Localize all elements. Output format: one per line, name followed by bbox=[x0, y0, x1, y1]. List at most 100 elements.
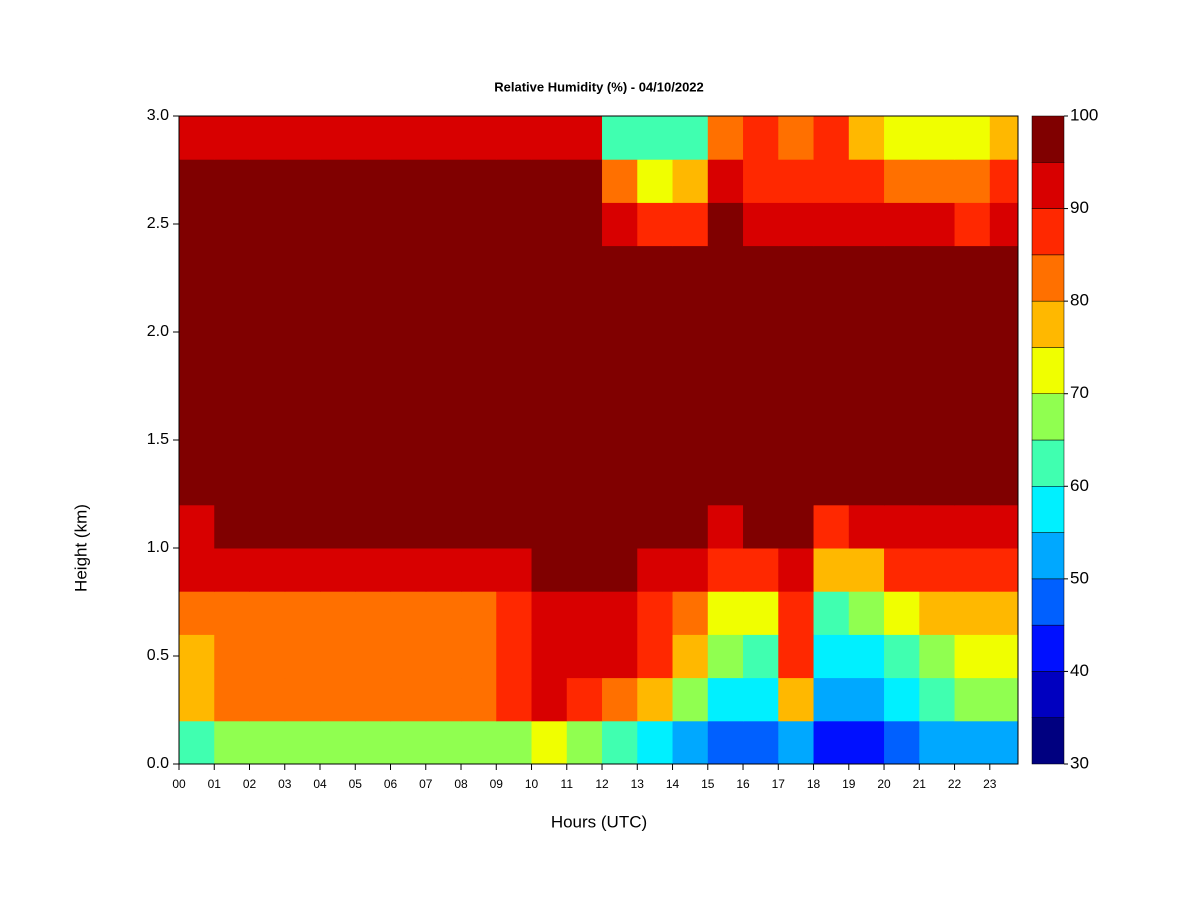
heat-cell bbox=[637, 418, 674, 463]
heat-cell bbox=[566, 288, 603, 333]
heat-cell bbox=[496, 634, 533, 679]
heat-cell bbox=[390, 461, 427, 506]
heat-cell bbox=[284, 375, 321, 419]
heat-cell bbox=[390, 548, 427, 592]
heat-cell bbox=[637, 720, 674, 764]
heat-cell bbox=[425, 677, 462, 722]
heat-cell bbox=[249, 332, 286, 376]
heat-cell bbox=[848, 116, 885, 160]
heat-cell bbox=[284, 245, 321, 290]
heat-cell bbox=[355, 591, 392, 635]
heat-cell bbox=[813, 375, 850, 419]
heat-cell bbox=[425, 591, 462, 635]
heat-cell bbox=[320, 332, 356, 376]
heat-cell bbox=[602, 720, 638, 764]
x-tick-label: 22 bbox=[948, 777, 962, 791]
heat-cell bbox=[249, 461, 286, 506]
heat-cell bbox=[813, 332, 850, 376]
heat-cell bbox=[179, 116, 215, 160]
heat-cell bbox=[954, 375, 991, 419]
heat-cell bbox=[954, 332, 991, 376]
heat-cell bbox=[707, 375, 744, 419]
heat-cell bbox=[390, 591, 427, 635]
heat-cell bbox=[179, 591, 215, 635]
heat-cell bbox=[637, 332, 674, 376]
heat-cell bbox=[602, 591, 638, 635]
x-tick-label: 20 bbox=[877, 777, 891, 791]
heat-cell bbox=[743, 116, 779, 160]
heat-cell bbox=[284, 159, 321, 203]
heat-cell bbox=[707, 504, 744, 549]
heat-cell bbox=[214, 375, 251, 419]
heat-cell bbox=[707, 202, 744, 247]
heat-cell bbox=[637, 634, 674, 679]
heat-cell bbox=[179, 504, 215, 549]
heat-cell bbox=[214, 634, 251, 679]
heat-cell bbox=[284, 461, 321, 506]
x-tick-label: 04 bbox=[313, 777, 327, 791]
heat-cell bbox=[531, 159, 568, 203]
heat-cell bbox=[672, 159, 709, 203]
heat-cell bbox=[425, 202, 462, 247]
x-tick-label: 02 bbox=[243, 777, 257, 791]
heat-cell bbox=[884, 548, 920, 592]
heat-cell bbox=[884, 461, 920, 506]
heat-cell bbox=[989, 202, 1018, 247]
x-tick-label: 10 bbox=[525, 777, 539, 791]
heat-cell bbox=[320, 591, 356, 635]
heat-cell bbox=[813, 288, 850, 333]
heat-cell bbox=[425, 720, 462, 764]
heat-cell bbox=[743, 677, 779, 722]
heat-cell bbox=[249, 634, 286, 679]
heat-cell bbox=[884, 332, 920, 376]
heat-cell bbox=[884, 375, 920, 419]
heat-cell bbox=[778, 418, 815, 463]
heat-cell bbox=[390, 504, 427, 549]
heat-cell bbox=[672, 720, 709, 764]
heat-cell bbox=[884, 288, 920, 333]
heat-cell bbox=[461, 202, 497, 247]
heat-cell bbox=[637, 461, 674, 506]
heat-cell bbox=[848, 720, 885, 764]
heat-cell bbox=[602, 288, 638, 333]
heat-cell bbox=[531, 591, 568, 635]
colorbar-swatch bbox=[1031, 254, 1065, 302]
heat-cell bbox=[249, 677, 286, 722]
heat-cell bbox=[496, 202, 533, 247]
heat-cell bbox=[707, 634, 744, 679]
heat-cell bbox=[355, 245, 392, 290]
heat-cell bbox=[461, 288, 497, 333]
chart-title: Relative Humidity (%) - 04/10/2022 bbox=[494, 79, 704, 94]
heat-cell bbox=[884, 677, 920, 722]
heat-cell bbox=[566, 332, 603, 376]
heat-cell bbox=[179, 677, 215, 722]
heat-cell bbox=[707, 677, 744, 722]
heat-cell bbox=[355, 202, 392, 247]
heat-cell bbox=[249, 720, 286, 764]
heat-cell bbox=[531, 116, 568, 160]
heat-cell bbox=[743, 720, 779, 764]
colorbar-label: 30 bbox=[1070, 753, 1089, 772]
heat-cell bbox=[425, 418, 462, 463]
heat-cell bbox=[919, 591, 956, 635]
heat-cell bbox=[320, 418, 356, 463]
heat-cell bbox=[954, 720, 991, 764]
heat-cell bbox=[320, 720, 356, 764]
heat-cell bbox=[214, 116, 251, 160]
heat-cell bbox=[602, 634, 638, 679]
heat-cell bbox=[355, 461, 392, 506]
heat-cell bbox=[672, 418, 709, 463]
x-tick-label: 05 bbox=[349, 777, 363, 791]
heat-cell bbox=[461, 504, 497, 549]
heat-cell bbox=[672, 332, 709, 376]
heatmap bbox=[179, 116, 1018, 764]
heat-cell bbox=[355, 332, 392, 376]
heat-cell bbox=[179, 461, 215, 506]
heat-cell bbox=[284, 202, 321, 247]
heat-cell bbox=[848, 202, 885, 247]
heat-cell bbox=[919, 202, 956, 247]
heat-cell bbox=[496, 116, 533, 160]
heat-cell bbox=[390, 116, 427, 160]
heat-cell bbox=[284, 288, 321, 333]
heat-cell bbox=[214, 245, 251, 290]
